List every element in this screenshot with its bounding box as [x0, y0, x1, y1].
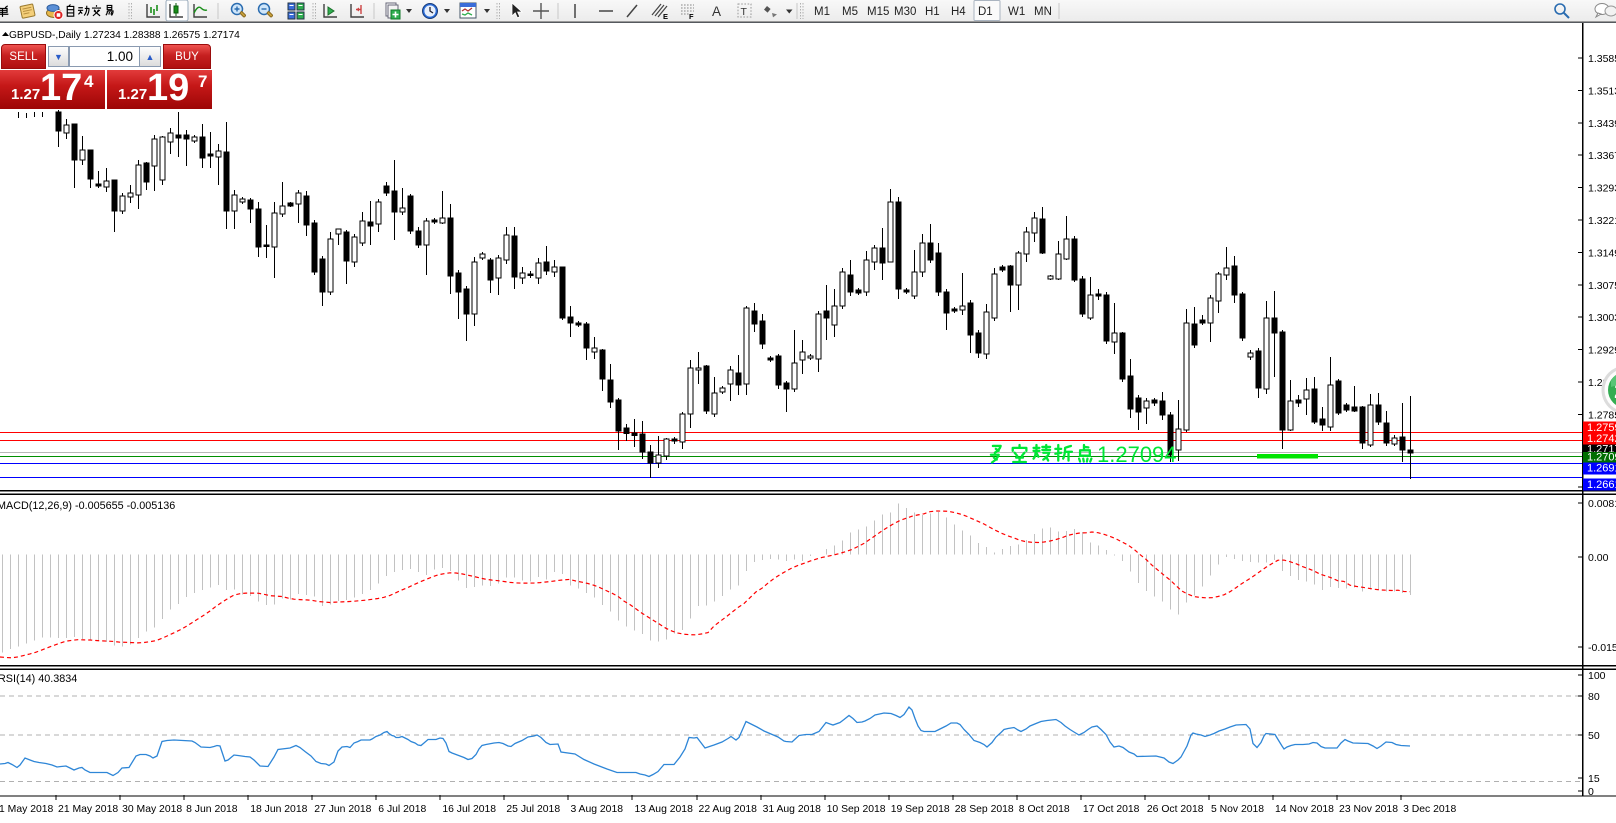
svg-text:F: F — [689, 12, 694, 21]
svg-text:1.34390: 1.34390 — [1588, 118, 1616, 130]
svg-text:31 Aug 2018: 31 Aug 2018 — [763, 804, 822, 815]
svg-text:1.35850: 1.35850 — [1588, 53, 1616, 65]
svg-text:50: 50 — [1588, 730, 1600, 742]
svg-text:11 May 2018: 11 May 2018 — [0, 804, 54, 815]
svg-text:T: T — [741, 6, 748, 18]
svg-text:1.32930: 1.32930 — [1588, 183, 1616, 195]
svg-text:1.26614: 1.26614 — [1587, 479, 1616, 491]
svg-text:1.27426: 1.27426 — [1587, 433, 1616, 445]
svg-text:26 Oct 2018: 26 Oct 2018 — [1147, 804, 1204, 815]
svg-text:0.00: 0.00 — [1588, 552, 1609, 564]
svg-text:1.31490: 1.31490 — [1588, 247, 1616, 259]
svg-text:1.29290: 1.29290 — [1588, 345, 1616, 357]
svg-text:1.27593: 1.27593 — [1587, 422, 1616, 434]
svg-text:3 Aug 2018: 3 Aug 2018 — [570, 804, 623, 815]
svg-text:0.00816: 0.00816 — [1588, 498, 1616, 510]
svg-text:M30: M30 — [894, 6, 916, 18]
svg-text:25 Jul 2018: 25 Jul 2018 — [506, 804, 560, 815]
svg-text:-0.0152: -0.0152 — [1588, 642, 1616, 654]
svg-text:21 May 2018: 21 May 2018 — [58, 804, 118, 815]
svg-text:8 Oct 2018: 8 Oct 2018 — [1019, 804, 1070, 815]
svg-text:W1: W1 — [1008, 6, 1025, 18]
svg-text:1.27094: 1.27094 — [1587, 452, 1616, 464]
svg-text:1.32210: 1.32210 — [1588, 215, 1616, 227]
svg-text:100: 100 — [1588, 670, 1606, 682]
svg-text:28 Sep 2018: 28 Sep 2018 — [955, 804, 1014, 815]
svg-text:M15: M15 — [867, 6, 889, 18]
svg-text:13 Aug 2018: 13 Aug 2018 — [635, 804, 694, 815]
svg-text:27 Jun 2018: 27 Jun 2018 — [314, 804, 371, 815]
svg-text:17 Oct 2018: 17 Oct 2018 — [1083, 804, 1140, 815]
svg-text:M1: M1 — [814, 6, 830, 18]
svg-text:E: E — [663, 12, 668, 21]
svg-text:H1: H1 — [925, 6, 940, 18]
svg-text:22 Aug 2018: 22 Aug 2018 — [699, 804, 758, 815]
svg-text:1.35130: 1.35130 — [1588, 85, 1616, 97]
svg-text:1.26915: 1.26915 — [1587, 463, 1616, 475]
svg-text:1.30030: 1.30030 — [1588, 312, 1616, 324]
svg-text:1.27234 1.28388 1.26575 1.2717: 1.27234 1.28388 1.26575 1.27174 — [84, 30, 240, 41]
svg-text:16 Jul 2018: 16 Jul 2018 — [442, 804, 496, 815]
svg-text:5 Nov 2018: 5 Nov 2018 — [1211, 804, 1264, 815]
svg-text:M5: M5 — [842, 6, 858, 18]
svg-text:3 Dec 2018: 3 Dec 2018 — [1403, 804, 1456, 815]
svg-text:D1: D1 — [978, 6, 993, 18]
svg-text:14 Nov 2018: 14 Nov 2018 — [1275, 804, 1334, 815]
svg-text:GBPUSD-,Daily: GBPUSD-,Daily — [9, 30, 82, 41]
svg-text:1.33670: 1.33670 — [1588, 150, 1616, 162]
svg-text:0: 0 — [1588, 786, 1594, 798]
svg-text:1.27850: 1.27850 — [1588, 409, 1616, 421]
svg-text:A: A — [712, 4, 721, 19]
svg-text:MN: MN — [1034, 6, 1052, 18]
svg-text:15: 15 — [1588, 773, 1600, 785]
svg-text:19 Sep 2018: 19 Sep 2018 — [891, 804, 950, 815]
svg-text:6 Jul 2018: 6 Jul 2018 — [378, 804, 426, 815]
svg-text:2: 2 — [1614, 380, 1616, 403]
svg-text:1.27094: 1.27094 — [1097, 442, 1177, 467]
svg-text:RSI(14) 40.3834: RSI(14) 40.3834 — [0, 673, 77, 685]
svg-text:23 Nov 2018: 23 Nov 2018 — [1339, 804, 1398, 815]
svg-text:1.30750: 1.30750 — [1588, 280, 1616, 292]
svg-text:MACD(12,26,9) -0.005655 -0.005: MACD(12,26,9) -0.005655 -0.005136 — [0, 500, 175, 512]
svg-text:H4: H4 — [951, 6, 966, 18]
svg-text:10 Sep 2018: 10 Sep 2018 — [827, 804, 886, 815]
svg-text:8 Jun 2018: 8 Jun 2018 — [186, 804, 238, 815]
svg-text:30 May 2018: 30 May 2018 — [122, 804, 182, 815]
svg-text:80: 80 — [1588, 691, 1600, 703]
svg-text:18 Jun 2018: 18 Jun 2018 — [250, 804, 307, 815]
